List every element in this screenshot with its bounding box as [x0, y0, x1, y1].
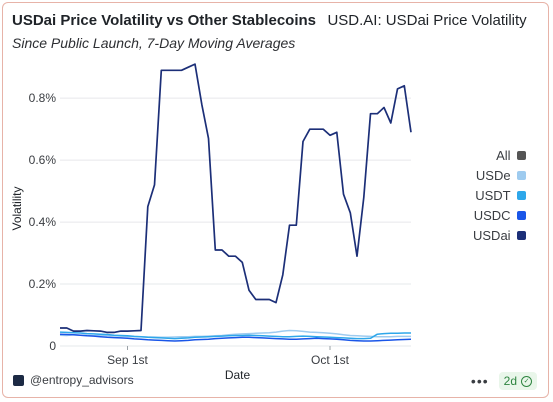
x-axis-title: Date: [225, 368, 251, 382]
series-line-usdc: [59, 333, 412, 342]
chart-title: USDai Price Volatility vs Other Stableco…: [12, 12, 316, 29]
line-chart: 0 0.2% 0.4% 0.6% 0.8% Sep 1st Oct 1st Date Volat…: [10, 63, 412, 382]
legend-label: USDC: [473, 207, 511, 223]
legend-label: USDai: [473, 227, 511, 243]
author-handle[interactable]: @entropy_advisors: [30, 373, 134, 387]
legend-swatch: [516, 210, 526, 220]
refresh-badge[interactable]: 2d ✓: [498, 372, 537, 390]
y-tick-label: 0: [49, 339, 56, 353]
series-line-usdai: [60, 63, 412, 334]
x-tick-label: Oct 1st: [311, 353, 350, 367]
legend-label: All: [496, 147, 511, 163]
more-dots-icon[interactable]: •••: [470, 373, 489, 389]
legend-item-usdc[interactable]: USDC: [473, 205, 526, 225]
y-tick-label: 0.8%: [29, 91, 57, 105]
legend-item-usdt[interactable]: USDT: [473, 185, 526, 205]
title-row: USDai Price Volatility vs Other Stableco…: [12, 12, 527, 30]
badge-label: 2d: [503, 374, 517, 388]
y-tick-label: 0.2%: [29, 277, 57, 291]
legend-label: USDe: [475, 167, 511, 183]
series-line-usde: [59, 329, 411, 339]
check-circle-icon: ✓: [521, 375, 532, 387]
chart-query-name[interactable]: USD.AI: USDai Price Volatility: [327, 12, 527, 29]
y-tick-label: 0.4%: [29, 215, 57, 229]
avatar-icon: [13, 374, 24, 386]
legend-swatch: [516, 230, 526, 240]
legend-item-usdai[interactable]: USDai: [473, 225, 526, 245]
legend-swatch: [516, 170, 526, 180]
y-axis-title: Volatility: [10, 186, 24, 230]
legend-item-usde[interactable]: USDe: [473, 165, 526, 185]
y-tick-label: 0.6%: [29, 153, 57, 167]
legend-item-all[interactable]: All: [473, 145, 526, 165]
x-tick-label: Sep 1st: [107, 353, 148, 367]
legend-label: USDT: [475, 187, 511, 203]
chart-card: USDai Price Volatility vs Other Stableco…: [2, 2, 549, 398]
chart-subtitle: Since Public Launch, 7-Day Moving Averag…: [12, 35, 296, 51]
legend-swatch: [516, 150, 526, 160]
footer-handle[interactable]: @entropy_advisors: [13, 373, 134, 387]
series-line-usdt: [59, 331, 411, 340]
footer-actions: ••• 2d ✓: [471, 372, 537, 390]
legend: All USDe USDT USDC USDai: [473, 145, 526, 245]
legend-swatch: [516, 190, 526, 200]
